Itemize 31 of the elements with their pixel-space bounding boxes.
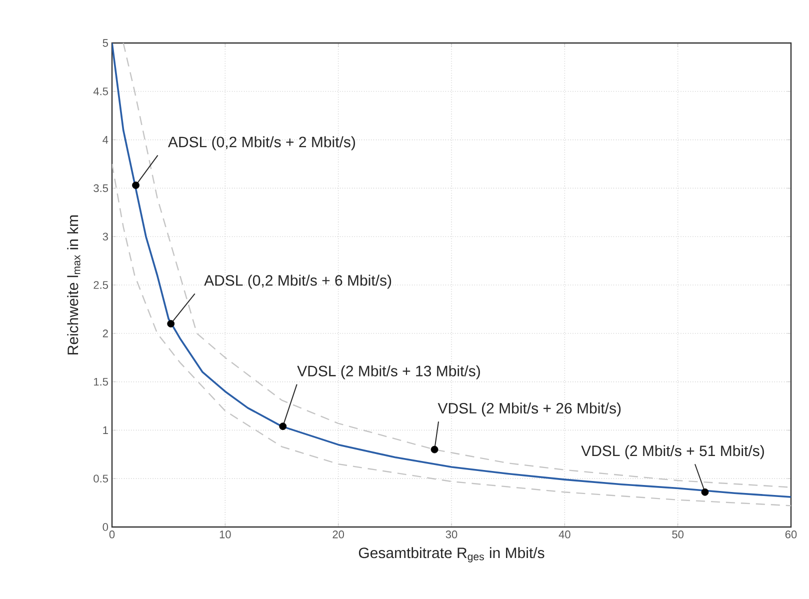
y-tick-label: 5 [102,39,108,47]
y-axis-title: Reichweite l$_{max}$ in km [67,215,80,354]
y-tick-label: 3 [102,232,108,240]
annotation: VDSL (2 Mbit/s + 13 Mbit/s) [297,365,480,380]
point [279,422,287,430]
x-tick-label: 40 [558,530,570,538]
x-tick-label: 50 [672,530,684,538]
point [167,320,175,328]
annotation: ADSL (0,2 Mbit/s + 2 Mbit/s) [168,136,355,150]
x-axis-title: Gesamtbitrate R$_{ges}$ in Mbit/s [358,547,544,562]
line-series [112,163,791,506]
point [132,182,140,189]
annotation: VDSL (2 Mbit/s + 51 Mbit/s) [581,445,764,460]
x-tick-label: 0 [109,530,115,538]
x-tick-label: 20 [332,530,344,538]
x-tick-label: 30 [446,530,458,538]
y-tick-label: 4.5 [93,88,108,96]
y-tick-label: 1 [103,426,108,434]
x-tick-label: 60 [785,530,797,538]
y-tick-label: 2 [102,330,108,338]
y-tick-label: 4 [102,136,108,144]
point [430,446,438,454]
y-tick-label: 0.5 [94,474,108,482]
x-tick-label: 10 [220,530,231,538]
y-tick-label: 2.5 [94,281,108,289]
point [701,488,709,496]
annotation: VDSL (2 Mbit/s + 26 Mbit/s) [438,402,621,417]
y-tick-label: 3.5 [94,184,108,192]
annotation: ADSL (0,2 Mbit/s + 6 Mbit/s) [204,274,392,289]
y-tick-label: 0 [102,523,108,531]
y-tick-label: 1.5 [94,378,108,386]
